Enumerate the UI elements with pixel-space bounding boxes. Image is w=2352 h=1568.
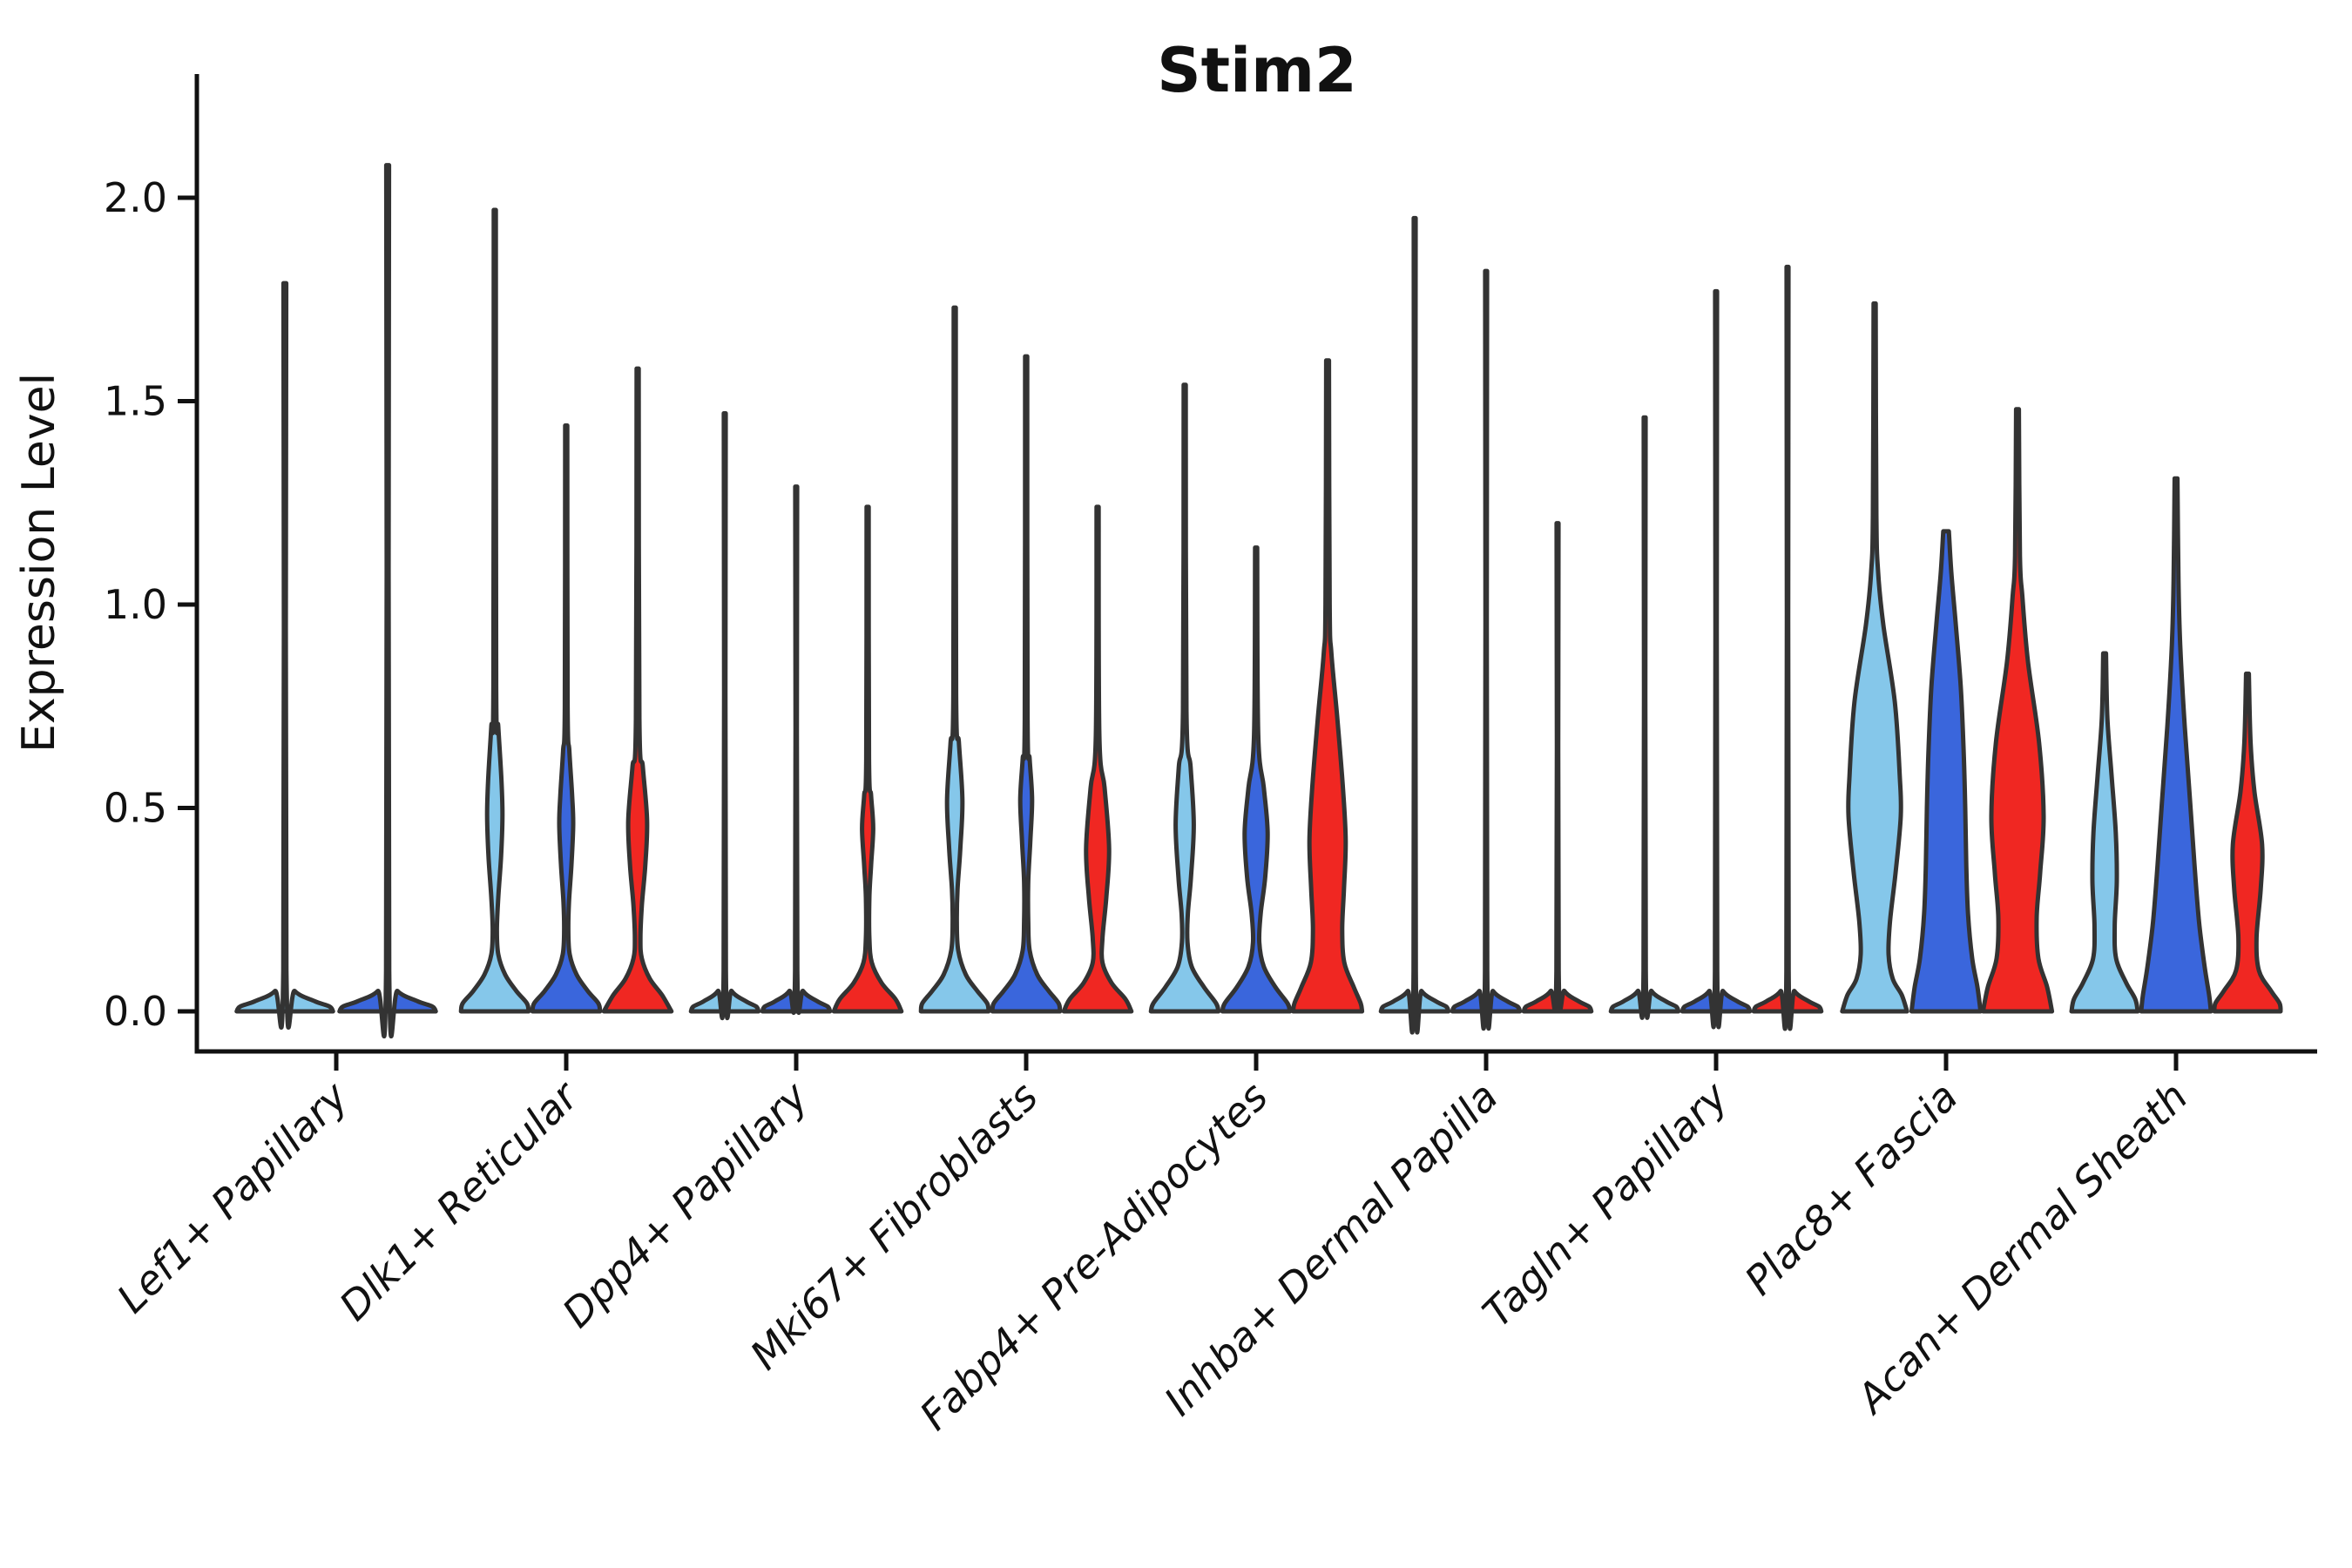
x-tick-label: Dlk1+ Reticular (330, 1071, 589, 1329)
violin-plac8-blue (1909, 529, 1984, 1014)
violin-fabp4-blue (1220, 545, 1293, 1014)
violin-fabp4-skyblue (1148, 382, 1221, 1014)
y-tick-label: 2.0 (104, 174, 167, 221)
y-tick-label: 0.5 (104, 785, 167, 832)
y-tick-label: 0.0 (104, 988, 167, 1035)
y-tick-label: 1.0 (104, 581, 167, 628)
x-tick-label: Tagln+ Papillary (1473, 1072, 1737, 1336)
y-tick-label: 1.5 (104, 378, 167, 425)
violin-acan-blue (2139, 476, 2213, 1014)
violin-dlk1-red (601, 366, 674, 1014)
violin-tagln-red (1751, 264, 1824, 1031)
violin-dlk1-skyblue (458, 207, 531, 1014)
violin-acan-red (2212, 671, 2283, 1014)
violin-plac8-skyblue (1840, 301, 1909, 1014)
violin-tagln-skyblue (1608, 415, 1681, 1020)
x-tick-label: Dpp4+ Papillary (553, 1072, 817, 1336)
violin-dpp4-blue (760, 484, 833, 1015)
chart-title: Stim2 (1157, 35, 1357, 106)
violin-acan-skyblue (2069, 651, 2140, 1014)
x-tick-label: Lef1+ Papillary (108, 1072, 357, 1321)
violin-mki67-skyblue (918, 305, 991, 1014)
violin-plac8-red (1980, 407, 2055, 1014)
x-tick-label: Plac8+ Fascia (1735, 1073, 1966, 1304)
violin-fabp4-red (1290, 358, 1365, 1014)
violin-lef1-blue (337, 163, 438, 1038)
violin-dpp4-red (831, 504, 904, 1014)
violin-tagln-blue (1680, 288, 1753, 1030)
violin-inhba-blue (1450, 268, 1523, 1031)
y-axis-label: Expression Level (13, 372, 65, 754)
violin-mki67-red (1061, 504, 1134, 1014)
violin-inhba-skyblue (1378, 215, 1451, 1035)
violin-lef1-skyblue (234, 280, 335, 1031)
violin-dpp4-skyblue (688, 411, 761, 1021)
violin-dlk1-blue (530, 423, 603, 1014)
violin-mki67-blue (990, 354, 1063, 1014)
y-axis-label-box: Expression Level (5, 258, 73, 868)
violin-inhba-red (1521, 521, 1594, 1014)
